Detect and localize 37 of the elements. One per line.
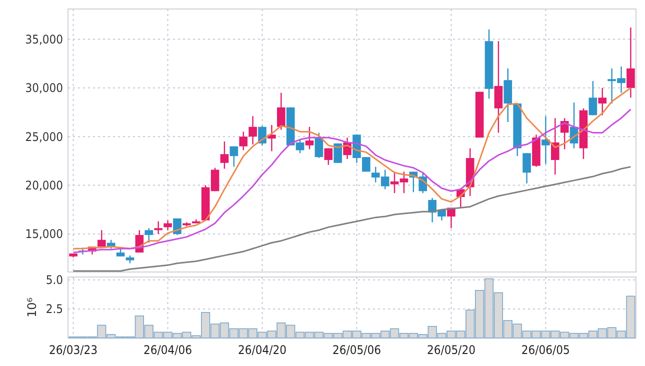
y-tick-label: 25,000 [25,130,64,144]
candlestick [324,148,333,166]
x-tick-label: 26/05/06 [332,343,382,357]
candlestick [504,68,512,123]
x-tick-label: 26/04/20 [238,343,287,357]
candlestick [588,80,598,116]
x-tick-label: 26/05/20 [426,343,476,357]
y-tick-label: 15,000 [25,227,64,242]
line-series [72,166,632,272]
candlestick [598,87,607,116]
candlestick [550,117,560,176]
candlestick [164,220,172,231]
x-tick-label: 26/04/06 [144,343,192,357]
candlestick [276,92,286,130]
y-tick-label: 5.0 [46,273,64,288]
candlestick [258,125,266,146]
candlestick [144,228,154,244]
candlestick [314,132,324,159]
candlestick [248,116,257,145]
candlestick [305,126,314,150]
candlestick [97,230,106,248]
y-tick-label: 30,000 [25,81,64,96]
x-tick-label: 26/03/23 [49,343,98,357]
x-tick-label: 26/06/05 [521,343,570,357]
candlestick [542,116,550,164]
candlestick [154,220,162,235]
candlestick [626,26,635,98]
y-tick-label: 20,000 [25,178,64,193]
line-series [72,108,632,254]
candlestick [230,146,238,168]
candlestick [239,131,248,151]
candlestick [220,140,229,170]
y-tick-label: 35,000 [25,32,64,46]
y-tick-label: 2.5 [46,302,63,316]
y-axis-title: 10⁶ [25,297,39,318]
candlestick [494,40,503,134]
candlestick [522,152,531,184]
